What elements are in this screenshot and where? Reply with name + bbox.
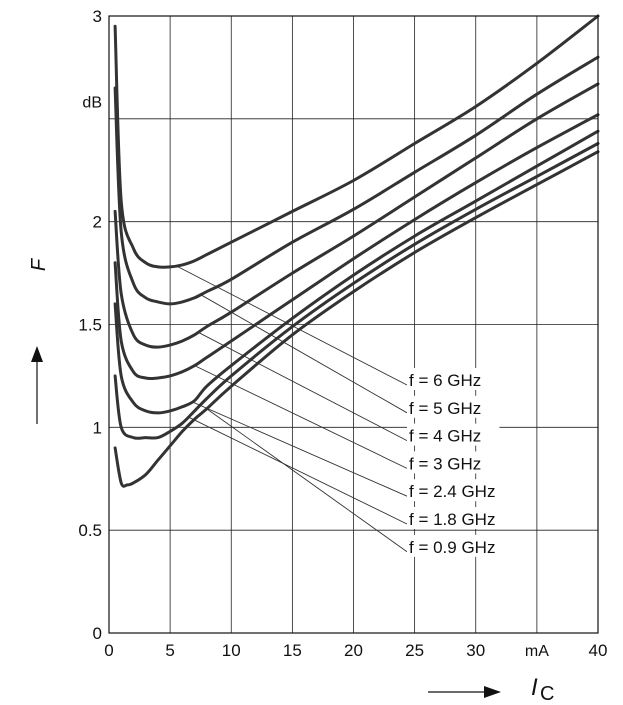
x-axis-title: I: [531, 674, 538, 701]
series-line: [113, 150, 600, 488]
x-tick-label: 5: [165, 641, 174, 660]
series-label-bg: [407, 451, 500, 474]
y-axis-title: F: [28, 257, 50, 271]
x-axis-arrow-head: [484, 686, 501, 698]
series-line: [113, 14, 600, 269]
series-label: f = 2.4 GHz: [409, 482, 495, 501]
x-tick-label: 20: [344, 641, 363, 660]
x-tick-label: 0: [104, 641, 113, 660]
series-label: f = 6 GHz: [409, 371, 481, 390]
leader-line: [191, 401, 408, 497]
y-axis-arrow-head: [31, 346, 43, 362]
y-tick-label: 1.5: [78, 316, 102, 335]
x-tick-label: 30: [466, 641, 485, 660]
series-label-bg: [407, 534, 519, 557]
plot-frame: [108, 15, 599, 634]
x-unit-label: mA: [525, 643, 549, 660]
series-curves: [113, 14, 600, 488]
series-label-bg: [407, 423, 500, 446]
y-tick-label: 0.5: [78, 521, 102, 540]
series-label-bg: [407, 479, 519, 502]
series-line: [113, 82, 600, 349]
series-label-bg: [407, 507, 519, 529]
series-label-bg: [407, 395, 500, 418]
y-tick-label: 0: [93, 624, 102, 643]
y-unit-label: dB: [82, 94, 102, 111]
leader-line: [188, 416, 408, 525]
y-tick-label: 1: [93, 418, 102, 437]
x-tick-label: 40: [589, 641, 608, 660]
series-label: f = 0.9 GHz: [409, 538, 495, 557]
leader-line: [206, 408, 408, 553]
series-line: [113, 113, 600, 381]
leader-line: [200, 294, 408, 414]
series-label: f = 5 GHz: [409, 399, 481, 418]
axes: 0 5 10 15 20 25 30 40 mA 0 0.5 1 1.5 2 3 dB F I C: [28, 7, 607, 705]
x-tick-label: 15: [283, 641, 302, 660]
y-tick-label: 2: [93, 213, 102, 232]
series-label-bg: [407, 368, 500, 390]
series-label: f = 4 GHz: [409, 427, 481, 446]
leader-line: [176, 265, 408, 386]
leader-line: [198, 331, 408, 441]
y-tick-label: 3: [93, 7, 102, 26]
series-line: [113, 129, 600, 415]
x-axis-title-subscript: C: [540, 683, 554, 705]
leader-line: [194, 365, 408, 469]
labels: f = 6 GHz f = 5 GHz f = 4 GHz f = 3 GHz f = …: [407, 368, 519, 557]
series-label: f = 1.8 GHz: [409, 510, 495, 529]
grid: [109, 16, 598, 633]
series-line: [113, 142, 600, 440]
x-tick-label: 10: [222, 641, 241, 660]
legend-leader-lines: [176, 265, 408, 553]
series-label: f = 3 GHz: [409, 454, 481, 473]
x-tick-label: 25: [405, 641, 424, 660]
